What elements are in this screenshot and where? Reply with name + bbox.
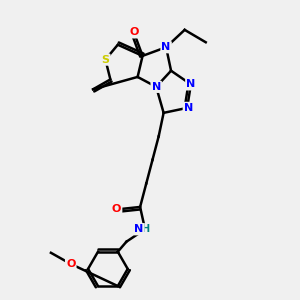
Text: O: O (112, 204, 121, 214)
Text: O: O (66, 259, 75, 269)
Text: O: O (129, 27, 139, 37)
Text: N: N (134, 224, 143, 234)
Text: H: H (141, 224, 149, 234)
Text: S: S (101, 55, 110, 64)
Text: N: N (161, 42, 171, 52)
Text: N: N (184, 103, 193, 113)
Text: N: N (152, 82, 161, 92)
Text: N: N (186, 80, 196, 89)
